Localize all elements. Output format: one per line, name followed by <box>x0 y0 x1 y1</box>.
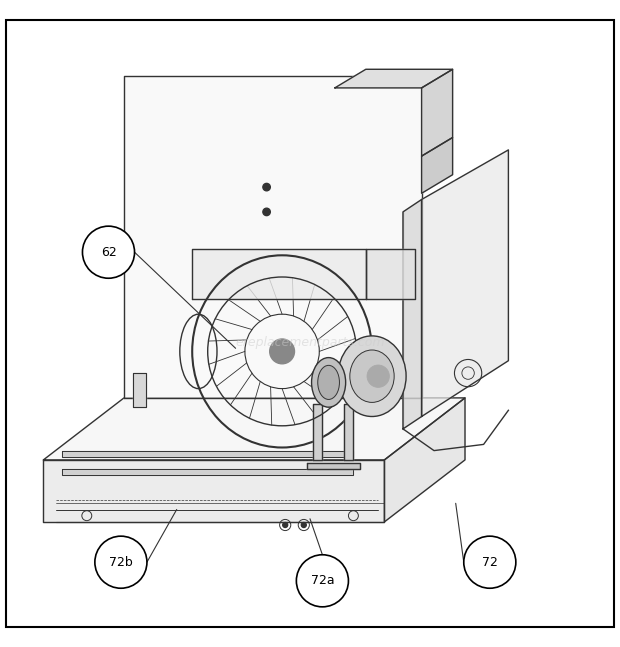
Polygon shape <box>124 76 422 398</box>
Text: 72a: 72a <box>311 575 334 587</box>
Polygon shape <box>422 138 453 193</box>
Circle shape <box>270 339 294 364</box>
Text: 72b: 72b <box>109 556 133 569</box>
Polygon shape <box>335 69 453 88</box>
Circle shape <box>301 523 306 527</box>
Circle shape <box>263 208 270 215</box>
Text: ereplacementparts.com: ereplacementparts.com <box>235 336 385 349</box>
Text: 62: 62 <box>100 246 117 259</box>
Polygon shape <box>43 460 384 522</box>
Polygon shape <box>422 69 453 156</box>
Polygon shape <box>192 249 366 299</box>
Ellipse shape <box>338 336 406 417</box>
Polygon shape <box>62 450 353 457</box>
Polygon shape <box>384 398 465 522</box>
Polygon shape <box>313 404 322 460</box>
Circle shape <box>283 523 288 527</box>
Circle shape <box>82 226 135 278</box>
Polygon shape <box>43 398 465 460</box>
Circle shape <box>95 536 147 588</box>
Circle shape <box>263 183 270 191</box>
Polygon shape <box>366 249 415 299</box>
Ellipse shape <box>350 350 394 402</box>
Polygon shape <box>344 404 353 460</box>
Polygon shape <box>403 199 422 429</box>
Circle shape <box>296 554 348 607</box>
Circle shape <box>464 536 516 588</box>
Polygon shape <box>307 463 360 469</box>
Circle shape <box>367 365 389 388</box>
Polygon shape <box>422 150 508 417</box>
Ellipse shape <box>312 358 346 407</box>
Ellipse shape <box>317 366 340 399</box>
Text: 72: 72 <box>482 556 498 569</box>
Polygon shape <box>133 373 146 407</box>
Polygon shape <box>62 469 353 476</box>
